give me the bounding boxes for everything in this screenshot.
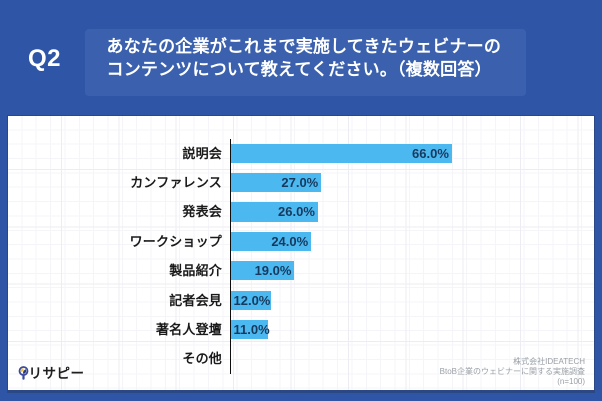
chart-row: 著名人登壇 11.0%: [0, 315, 602, 344]
bar: [230, 172, 322, 193]
credit-company: 株式会社IDEATECH: [513, 357, 585, 366]
question-box: あなたの企業がこれまで実施してきたウェビナーの コンテンツについて教えてください…: [84, 29, 526, 96]
category-label: 発表会: [182, 204, 222, 220]
bar: [230, 319, 268, 340]
chart-row: 発表会 26.0%: [0, 197, 602, 226]
chart-row: カンファレンス 27.0%: [0, 168, 602, 197]
category-label: カンファレンス: [130, 174, 222, 190]
chart-row: 記者会見 12.0%: [0, 286, 602, 315]
bar: [230, 231, 312, 251]
chart-row: その他: [0, 344, 602, 373]
value-label: 66.0%: [412, 145, 449, 161]
bar: [230, 143, 452, 163]
chart-row: ワークショップ 24.0%: [0, 227, 602, 256]
logo: リサピー: [18, 364, 85, 381]
magnifier-pie-icon: [18, 366, 28, 380]
question-text: あなたの企業がこれまで実施してきたウェビナーの コンテンツについて教えてください…: [107, 35, 502, 82]
question-line-1: あなたの企業がこれまで実施してきたウェビナーの: [106, 36, 502, 56]
value-label: 11.0%: [233, 321, 270, 337]
question-number: Q2: [28, 44, 62, 72]
credit-block: 株式会社IDEATECH BtoB企業のウェビナーに関する実施調査 (n=100…: [440, 357, 585, 387]
value-label: 26.0%: [278, 204, 315, 220]
credit-survey: BtoB企業のウェビナーに関する実施調査: [439, 367, 585, 376]
chart-row: 製品紹介 19.0%: [0, 256, 602, 285]
category-label: 製品紹介: [169, 263, 222, 279]
bar: [230, 261, 295, 281]
value-label: 19.0%: [254, 263, 292, 279]
category-label: ワークショップ: [129, 233, 222, 249]
bar: [230, 202, 318, 222]
value-label: 12.0%: [233, 292, 271, 308]
category-label: 著名人登壇: [155, 321, 222, 337]
question-line-2: コンテンツについて教えてください。（複数回答）: [106, 60, 492, 80]
value-label: 24.0%: [271, 233, 309, 249]
y-axis-line: [230, 138, 232, 374]
category-label: 説明会: [182, 145, 222, 161]
chart-row: 説明会 66.0%: [0, 139, 602, 168]
category-label: 記者会見: [169, 292, 222, 308]
bar: [230, 290, 271, 310]
category-label: その他: [182, 351, 222, 367]
value-label: 27.0%: [281, 174, 319, 190]
credit-sample-size: (n=100): [557, 377, 585, 386]
logo-text: リサピー: [28, 366, 85, 381]
